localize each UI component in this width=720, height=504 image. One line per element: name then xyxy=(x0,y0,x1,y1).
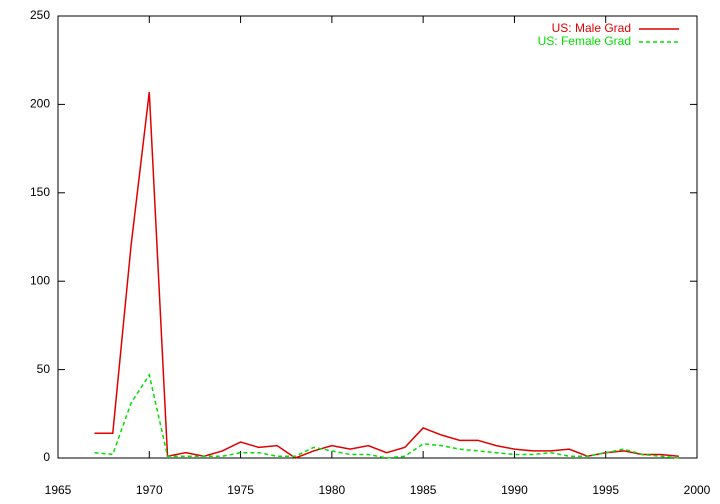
x-tick-label: 1970 xyxy=(136,483,163,497)
x-tick-label: 1965 xyxy=(45,483,72,497)
y-tick-label: 150 xyxy=(30,185,50,199)
legend-label: US: Male Grad xyxy=(552,21,631,35)
x-tick-label: 1990 xyxy=(501,483,528,497)
x-tick-label: 1985 xyxy=(410,483,437,497)
y-tick-label: 250 xyxy=(30,8,50,22)
y-tick-label: 100 xyxy=(30,273,50,287)
y-tick-label: 50 xyxy=(37,362,51,376)
series-line xyxy=(94,91,679,459)
plot-frame xyxy=(57,15,698,459)
series-line xyxy=(94,372,679,459)
y-tick-label: 200 xyxy=(30,97,50,111)
x-tick-label: 2000 xyxy=(684,483,711,497)
y-tick-label: 0 xyxy=(43,450,50,464)
x-tick-label: 1995 xyxy=(592,483,619,497)
legend-label: US: Female Grad xyxy=(538,34,631,48)
x-tick-label: 1980 xyxy=(319,483,346,497)
x-tick-label: 1975 xyxy=(227,483,254,497)
